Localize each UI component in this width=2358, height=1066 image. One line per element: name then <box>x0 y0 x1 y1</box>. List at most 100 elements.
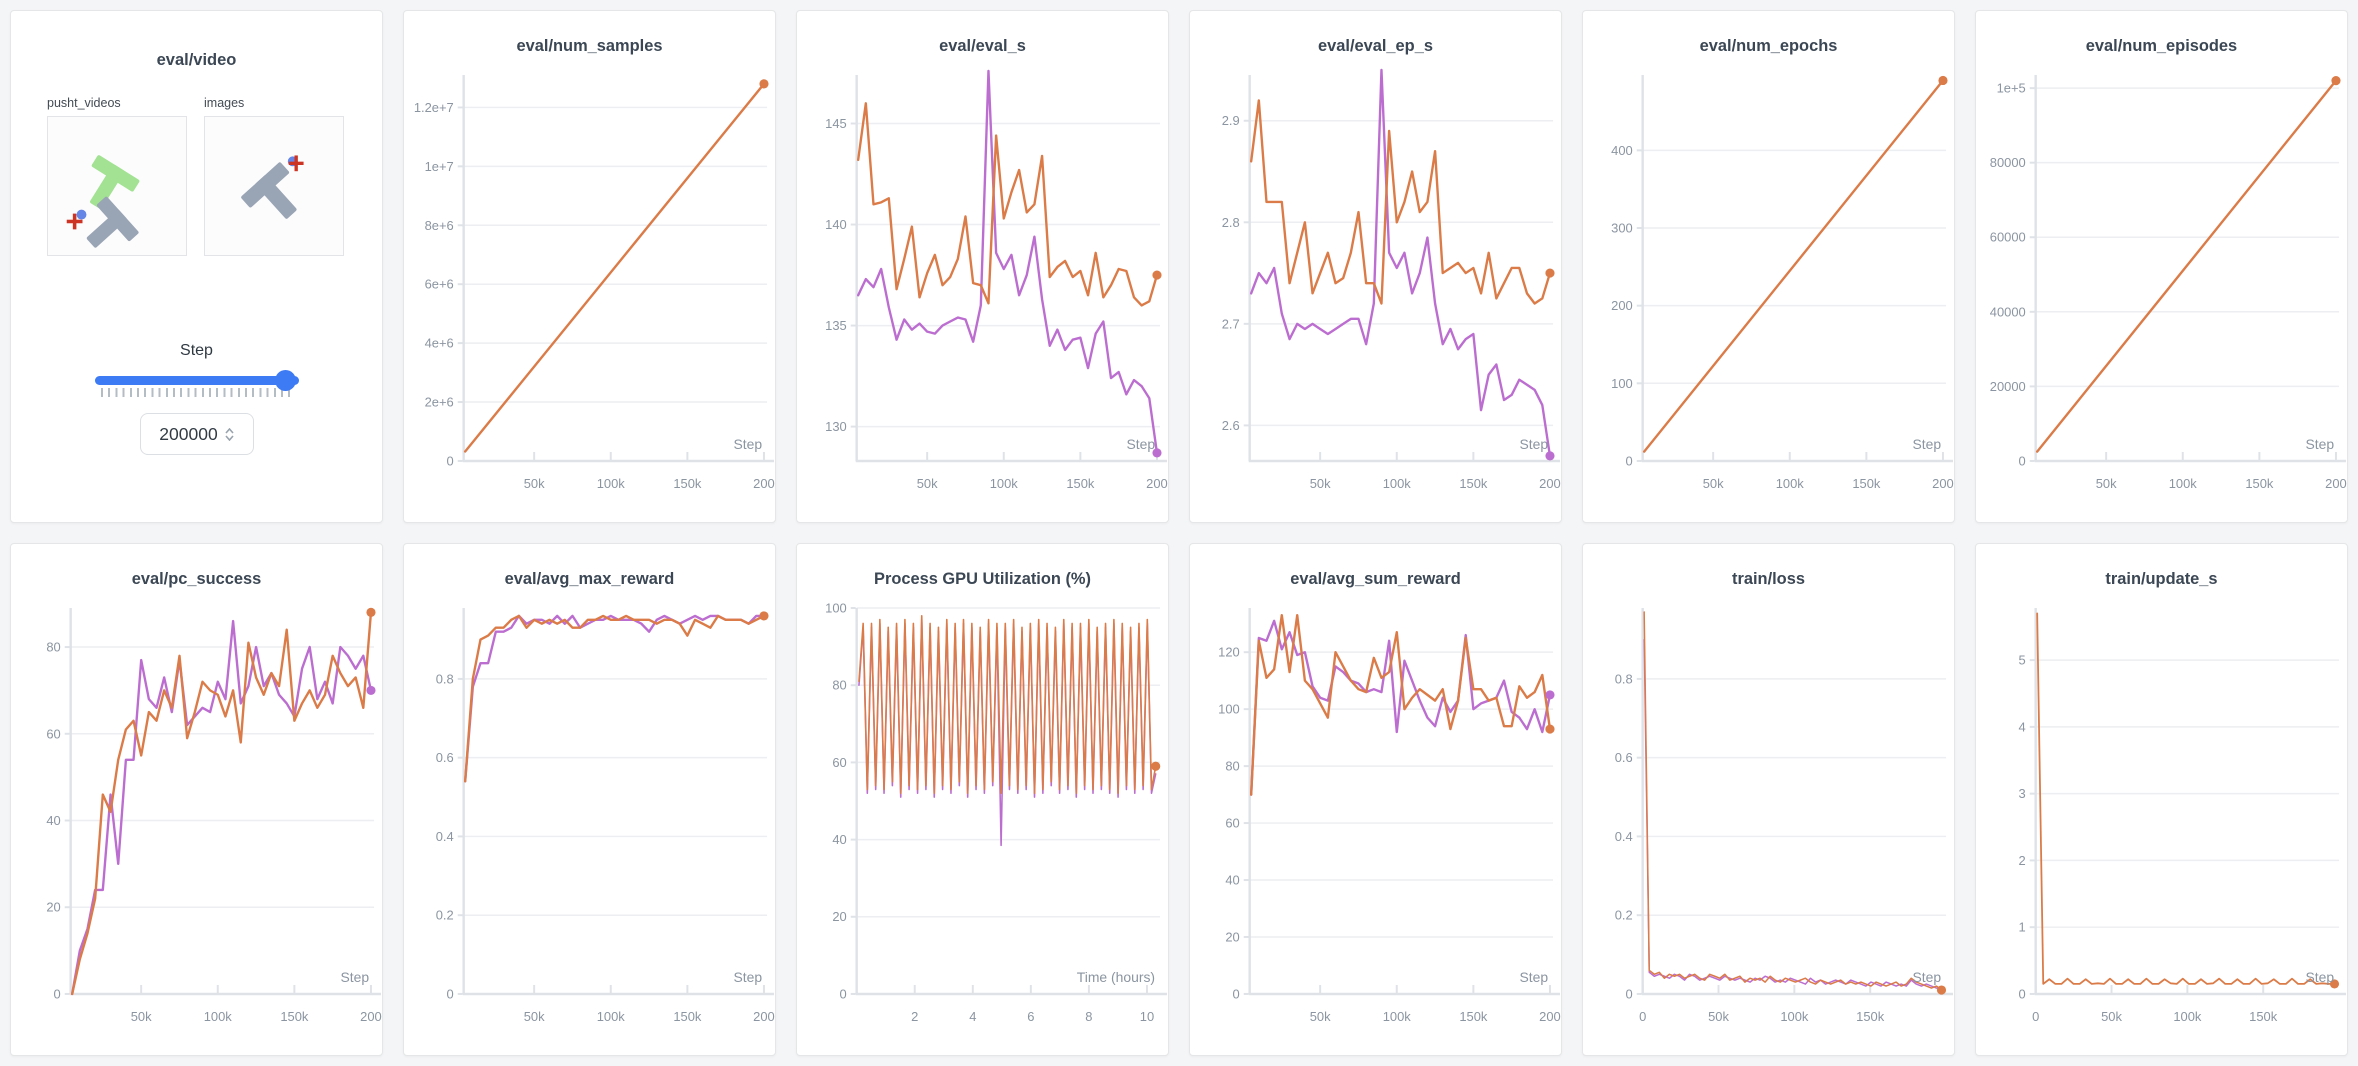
series-end-dot <box>1545 690 1555 700</box>
chart-panel-eval-avg-sum-reward[interactable]: eval/avg_sum_reward 0 20 40 60 80 100 120 50k 100… <box>1189 543 1562 1056</box>
series-group <box>856 69 1162 458</box>
series-end-dot <box>759 79 769 89</box>
y-tick-label: 2e+6 <box>425 395 454 410</box>
pusht-video-thumbnail[interactable] <box>47 116 187 256</box>
series-line-orange <box>2036 612 2336 985</box>
agent-dot <box>76 209 87 220</box>
slider-tick-marks <box>100 388 293 397</box>
step-input[interactable]: 200000 <box>139 413 254 455</box>
y-tick-label: 80 <box>832 678 846 693</box>
x-tick-label: 4 <box>969 1009 976 1024</box>
goal-cross <box>66 213 83 230</box>
y-tick-label: 0 <box>1626 986 1633 1001</box>
y-tick-label: 20000 <box>1990 379 2026 394</box>
y-tick-label: 2.8 <box>1222 215 1240 230</box>
stepper-arrows[interactable] <box>225 427 234 441</box>
chevron-down-icon[interactable] <box>225 434 234 441</box>
chart-panel-eval-avg-max-reward[interactable]: eval/avg_max_reward 0 0.2 0.4 0.6 0.8 50k 100k 1… <box>403 543 776 1056</box>
x-tick-label: 200 <box>1932 476 1954 491</box>
step-slider-handle[interactable] <box>274 370 296 391</box>
chart-panel-eval-eval-s[interactable]: eval/eval_s 130 135 140 145 50k 100k 150k 200 Ste… <box>796 10 1169 523</box>
x-tick-label: 100k <box>2169 476 2198 491</box>
series-end-dot <box>1936 985 1947 995</box>
x-tick-label: 100k <box>1776 476 1805 491</box>
chart-panel-train-update-s[interactable]: train/update_s 0 1 2 3 4 5 0 50k 100k 150k Step <box>1975 543 2348 1056</box>
chart-train-update-s: train/update_s 0 1 2 3 4 5 0 50k 100k 150k Step <box>2019 570 2347 1024</box>
images-caption: images <box>204 96 245 110</box>
images-thumbnail[interactable] <box>204 116 344 256</box>
x-axis-label: Step <box>1519 969 1548 985</box>
chart-panel-train-loss[interactable]: train/loss 0 0.2 0.4 0.6 0.8 0 50k 100k 150k Step <box>1582 543 1955 1056</box>
x-tick-label: 8 <box>1085 1009 1092 1024</box>
series-line-purple <box>70 619 373 996</box>
y-tick-label: 20 <box>46 900 60 915</box>
y-tick-label: 300 <box>1611 220 1633 235</box>
chart-eval-eval-s: eval/eval_s 130 135 140 145 50k 100k 150k 200 Ste… <box>825 37 1168 491</box>
x-tick-label: 50k <box>1310 1009 1331 1024</box>
x-tick-label: 100k <box>1383 1009 1412 1024</box>
series-group <box>463 611 769 783</box>
chevron-up-icon[interactable] <box>225 427 234 434</box>
chart-panel-process-gpu-utilization[interactable]: Process GPU Utilization (%) 0 20 40 60 80 100 2… <box>796 543 1169 1056</box>
images-scene-image <box>241 155 304 219</box>
chart-panel-eval-num-episodes[interactable]: eval/num_episodes 0 20000 40000 60000 80000 1e… <box>1975 10 2348 523</box>
y-tick-label: 0.4 <box>1615 829 1633 844</box>
y-tick-label: 100 <box>1218 702 1240 717</box>
y-tick-label: 80 <box>46 640 60 655</box>
y-tick-label: 0.2 <box>436 908 454 923</box>
y-tick-label: 20 <box>1225 929 1239 944</box>
chart-process-gpu-utilization: Process GPU Utilization (%) 0 20 40 60 80 100 2… <box>825 570 1168 1024</box>
x-tick-label: 100k <box>204 1009 233 1024</box>
x-tick-label: 50k <box>917 476 938 491</box>
chart-eval-num-epochs: eval/num_epochs 0 100 200 300 400 50k 100k 150k 2… <box>1611 37 1954 491</box>
series-end-dot <box>1545 451 1555 461</box>
x-tick-label: 50k <box>1310 476 1331 491</box>
chart-panel-eval-pc-success[interactable]: eval/pc_success 0 20 40 60 80 50k 100k 150k 200 St… <box>10 543 383 1056</box>
chart-panel-eval-num-samples[interactable]: eval/num_samples 0 2e+6 4e+6 6e+6 8e+6 1e+7 1.2… <box>403 10 776 523</box>
series-end-dot <box>366 607 376 617</box>
eval-video-panel[interactable]: eval/video pusht_videos images <box>10 10 383 523</box>
y-tick-label: 0 <box>1626 453 1633 468</box>
x-axis-label: Step <box>733 436 762 452</box>
chart-panel-eval-eval-ep-s[interactable]: eval/eval_ep_s 2.6 2.7 2.8 2.9 50k 100k 150k 200… <box>1189 10 1562 523</box>
pusht-scene-image <box>66 155 140 248</box>
y-tick-label: 3 <box>2019 786 2026 801</box>
y-tick-label: 0.6 <box>436 750 454 765</box>
x-tick-label: 50k <box>524 1009 545 1024</box>
y-tick-label: 1.2e+7 <box>414 100 454 115</box>
series-line-orange <box>1642 79 1945 453</box>
series-group <box>1249 68 1555 461</box>
series-group <box>463 79 769 453</box>
series-group <box>2036 612 2340 989</box>
chart-panel-eval-num-epochs[interactable]: eval/num_epochs 0 100 200 300 400 50k 100k 150k 2… <box>1582 10 1955 523</box>
x-tick-label: 50k <box>524 476 545 491</box>
y-tick-label: 80000 <box>1990 155 2026 170</box>
series-line-orange <box>70 611 373 996</box>
step-value: 200000 <box>159 423 218 444</box>
y-tick-label: 0.6 <box>1615 750 1633 765</box>
x-tick-label: 50k <box>1703 476 1724 491</box>
series-group <box>70 607 376 996</box>
x-tick-label: 200 <box>1146 476 1168 491</box>
y-tick-label: 0 <box>840 986 847 1001</box>
chart-title: eval/eval_s <box>939 37 1026 55</box>
series-group <box>858 614 1161 847</box>
y-tick-label: 1e+7 <box>425 159 454 174</box>
y-tick-label: 2.6 <box>1222 418 1240 433</box>
chart-title: eval/num_samples <box>517 37 663 55</box>
y-tick-label: 0 <box>1233 986 1240 1001</box>
x-tick-label: 200 <box>753 476 775 491</box>
y-tick-label: 100 <box>825 601 847 616</box>
series-end-dot <box>2331 76 2341 86</box>
series-line-orange <box>2035 79 2338 453</box>
y-tick-label: 0.8 <box>436 671 454 686</box>
y-tick-label: 0 <box>54 986 61 1001</box>
chart-title: eval/avg_max_reward <box>505 570 675 588</box>
y-tick-label: 130 <box>825 419 847 434</box>
series-end-dot <box>2329 979 2340 989</box>
x-tick-label: 50k <box>2096 476 2117 491</box>
y-tick-label: 2.9 <box>1222 113 1240 128</box>
y-tick-label: 120 <box>1218 645 1240 660</box>
step-slider[interactable] <box>94 370 299 391</box>
chart-eval-eval-ep-s: eval/eval_ep_s 2.6 2.7 2.8 2.9 50k 100k 150k 200… <box>1222 37 1561 491</box>
